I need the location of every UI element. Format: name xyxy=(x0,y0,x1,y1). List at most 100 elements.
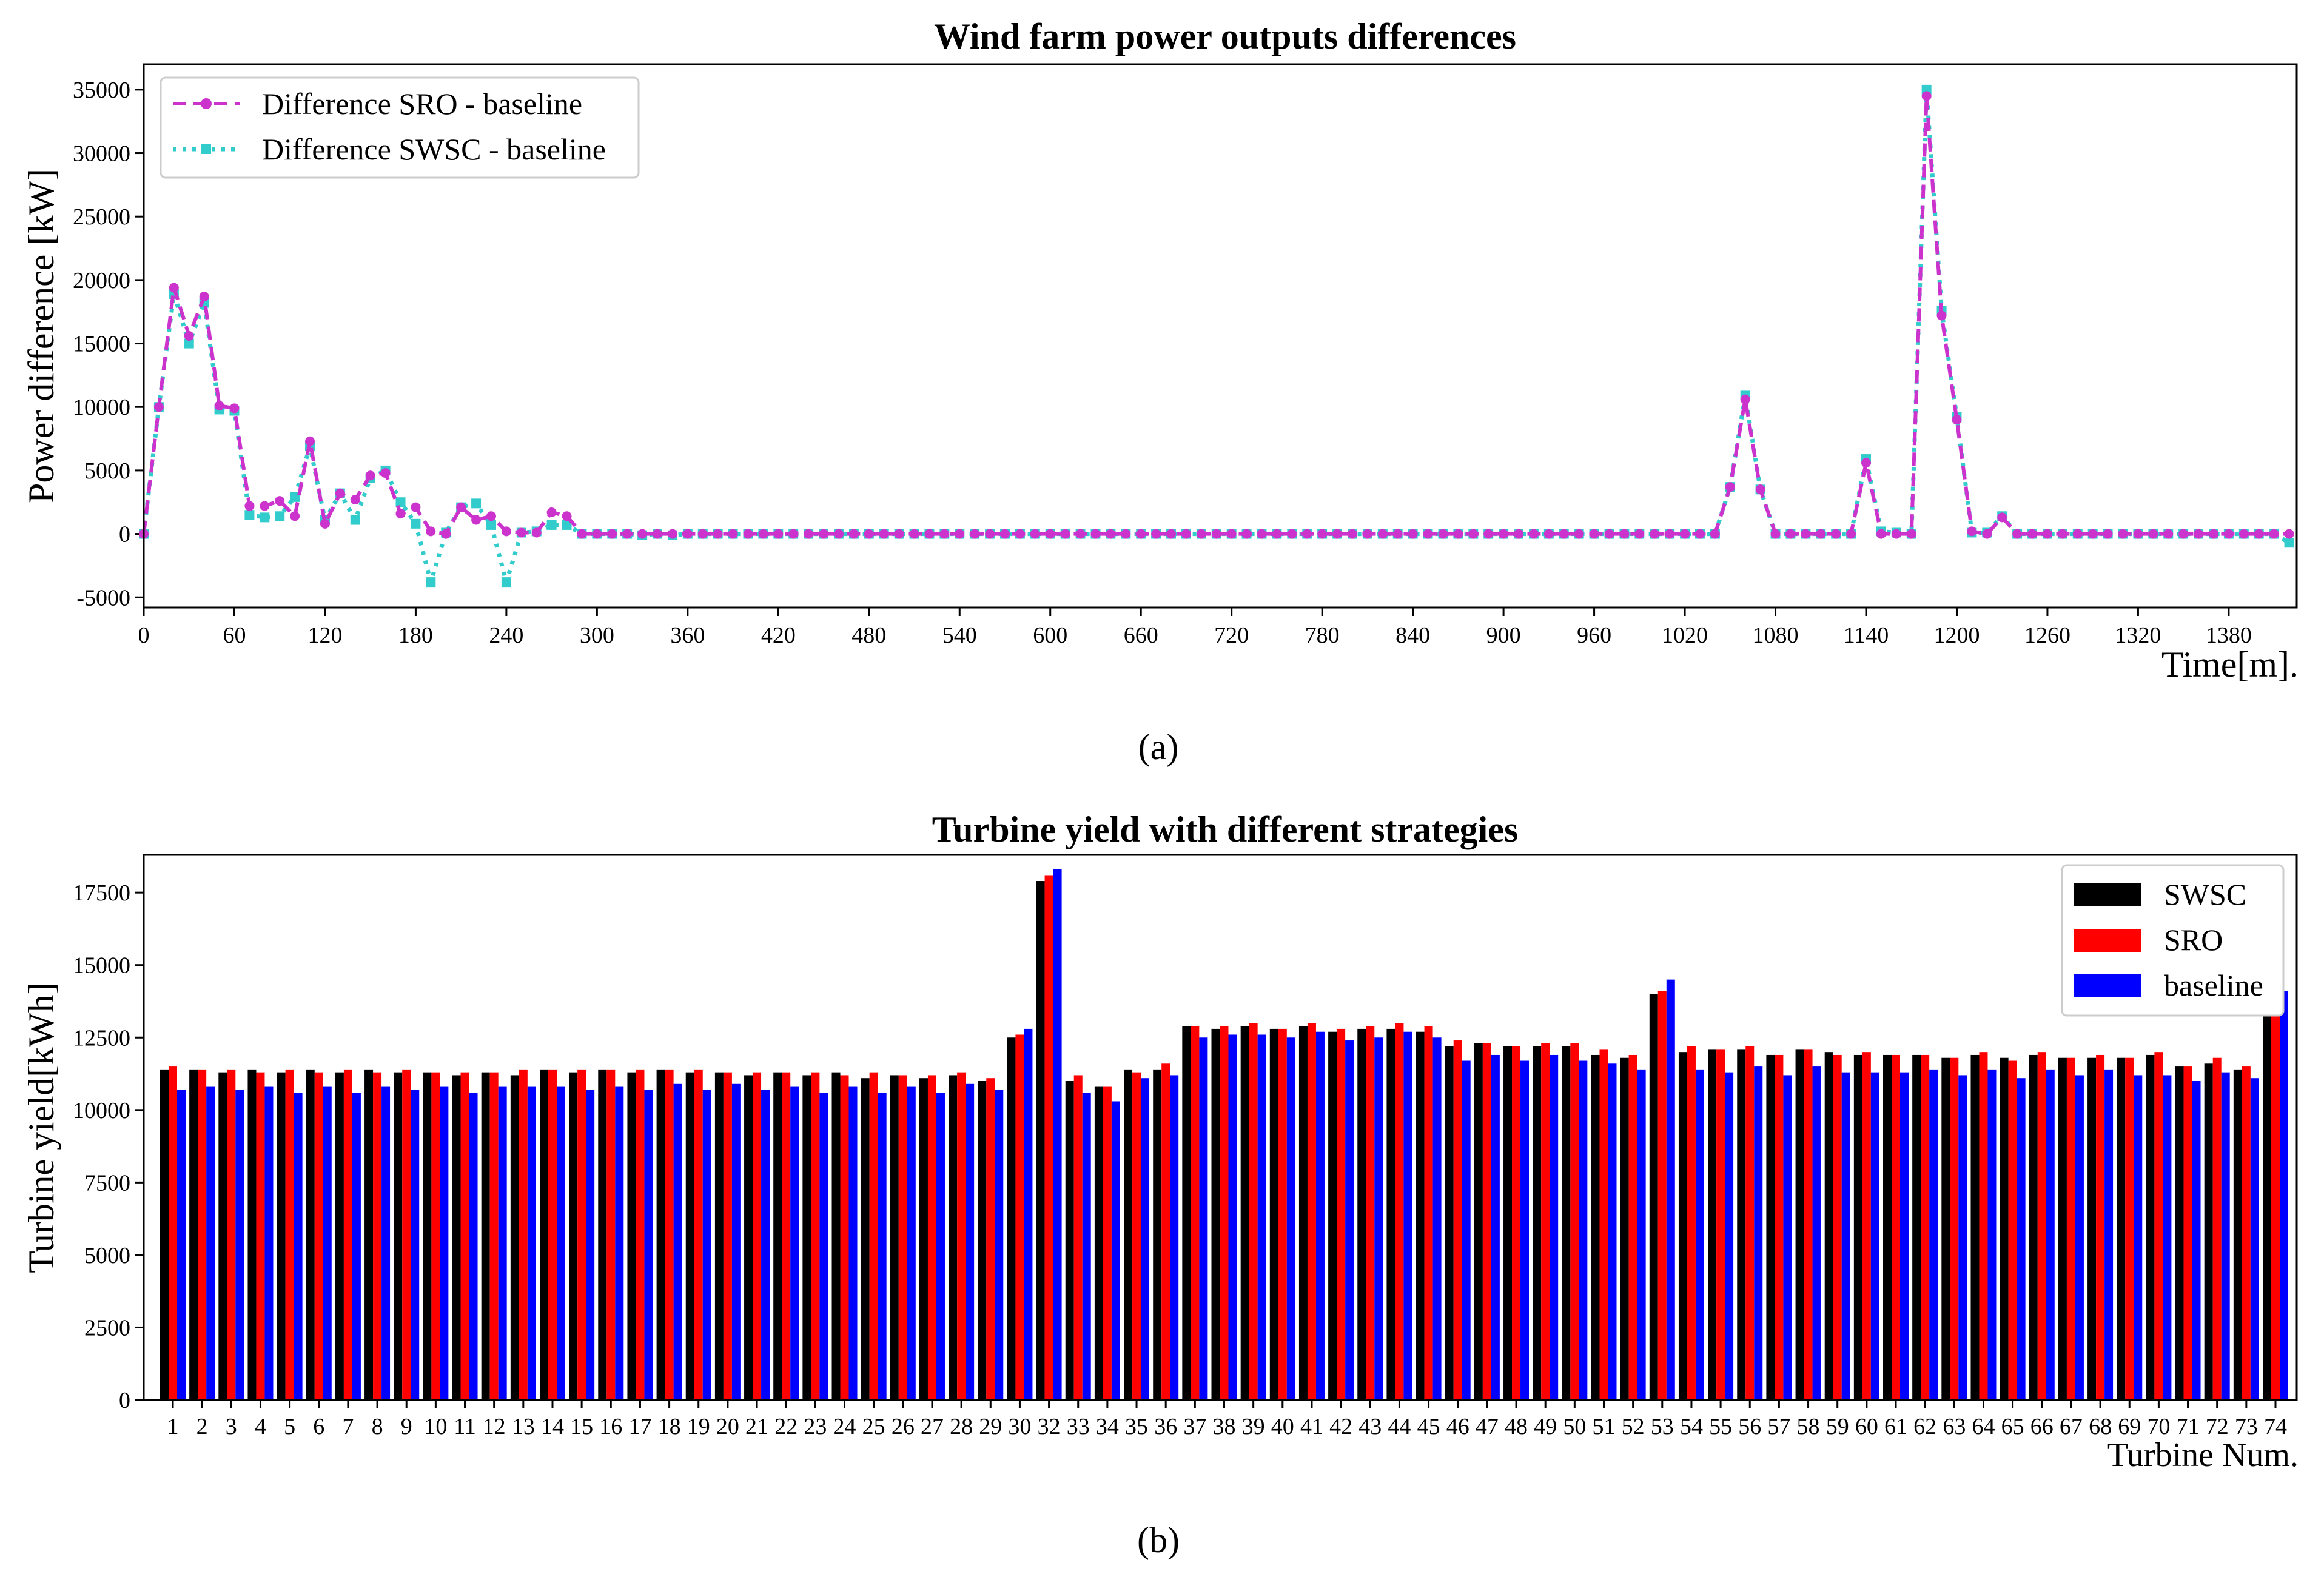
data-point-sro xyxy=(2103,529,2113,539)
x-tick-label: 63 xyxy=(1943,1414,1966,1439)
bar-sro xyxy=(606,1069,616,1400)
bar-swsc xyxy=(364,1069,374,1400)
data-point-sro xyxy=(2254,529,2264,539)
data-point-sro xyxy=(773,529,784,539)
bar-sro xyxy=(2212,1057,2222,1400)
x-tick-label: 47 xyxy=(1476,1414,1499,1439)
data-point-sro xyxy=(1543,529,1554,539)
bar-baseline xyxy=(1929,1069,1938,1400)
bar-baseline xyxy=(2221,1072,2230,1400)
x-tick-label: 1020 xyxy=(1662,623,1708,648)
data-point-sro xyxy=(653,529,663,539)
data-point-sro xyxy=(1634,529,1645,539)
x-tick-label: 14 xyxy=(541,1414,564,1439)
x-tick-label: 1380 xyxy=(2206,623,2252,648)
data-point-sro xyxy=(290,511,300,521)
bar-swsc xyxy=(2000,1057,2009,1400)
data-point-sro xyxy=(1468,529,1479,539)
data-point-sro xyxy=(1785,529,1796,539)
data-point-sro xyxy=(667,529,677,539)
y-tick-label: 0 xyxy=(119,1388,130,1413)
bar-swsc xyxy=(423,1072,432,1400)
bar-sro xyxy=(256,1072,265,1400)
bar-baseline xyxy=(1550,1054,1559,1400)
data-point-sro xyxy=(1453,529,1463,539)
turbine-yield-chart: Turbine yield with different strategies … xyxy=(21,809,2299,1474)
data-point-swsc xyxy=(471,498,482,509)
x-tick-label: 11 xyxy=(454,1414,476,1439)
data-point-sro xyxy=(426,526,436,537)
bar-swsc xyxy=(2263,994,2271,1400)
data-point-sro xyxy=(395,509,406,519)
legend-baseline-swatch xyxy=(2074,974,2141,997)
bar-sro xyxy=(1103,1086,1112,1400)
bar-baseline xyxy=(1695,1069,1704,1400)
x-tick-label: 6 xyxy=(313,1414,324,1439)
bar-sro xyxy=(1249,1023,1258,1400)
data-point-sro xyxy=(1755,484,1765,495)
bar-sro xyxy=(548,1069,557,1400)
data-point-sro xyxy=(909,529,919,539)
data-point-sro xyxy=(1650,529,1660,539)
bar-swsc xyxy=(1591,1054,1600,1400)
data-point-swsc xyxy=(2284,538,2294,548)
bar-sro xyxy=(1337,1028,1346,1400)
bar-sro xyxy=(665,1069,674,1400)
x-tick-label: 840 xyxy=(1395,623,1430,648)
x-tick-label: 42 xyxy=(1329,1414,1352,1439)
x-tick-label: 52 xyxy=(1622,1414,1645,1439)
bar-baseline xyxy=(1520,1060,1530,1400)
data-point-sro xyxy=(1997,512,2007,523)
y-tick-label: 10000 xyxy=(73,1098,130,1123)
x-tick-label: 24 xyxy=(833,1414,856,1439)
data-point-sro xyxy=(788,529,799,539)
bar-sro xyxy=(2066,1057,2075,1400)
bar-baseline xyxy=(1987,1069,1997,1400)
data-point-sro xyxy=(1377,529,1388,539)
bar-baseline xyxy=(411,1090,420,1400)
bar-baseline xyxy=(352,1093,361,1400)
bar-swsc xyxy=(1153,1069,1162,1400)
data-point-sro xyxy=(1816,529,1826,539)
x-tick-label: 23 xyxy=(804,1414,827,1439)
data-point-sro xyxy=(1846,529,1856,539)
chart-a-series xyxy=(139,84,2294,588)
x-tick-label: 34 xyxy=(1096,1414,1119,1439)
data-point-swsc xyxy=(244,510,255,520)
bar-sro xyxy=(1395,1023,1404,1400)
data-point-sro xyxy=(1090,529,1101,539)
x-tick-label: 41 xyxy=(1300,1414,1323,1439)
chart-a-legend: Difference SRO - baseline Difference SWS… xyxy=(160,76,640,179)
bar-sro xyxy=(1453,1040,1462,1400)
bar-swsc xyxy=(1766,1054,1775,1400)
bar-sro xyxy=(1161,1063,1170,1400)
y-tick-label: 5000 xyxy=(84,458,130,484)
x-tick-label: 51 xyxy=(1592,1414,1615,1439)
data-point-sro xyxy=(1574,529,1584,539)
x-tick-label: 53 xyxy=(1651,1414,1674,1439)
bar-baseline xyxy=(527,1086,536,1400)
data-point-sro xyxy=(2027,529,2038,539)
bar-sro xyxy=(1599,1049,1608,1400)
data-point-sro xyxy=(577,529,587,539)
bar-sro xyxy=(198,1069,207,1400)
data-point-sro xyxy=(456,502,466,512)
x-tick-label: 10 xyxy=(424,1414,447,1439)
bar-swsc xyxy=(1357,1028,1366,1400)
bar-sro xyxy=(2271,994,2280,1400)
data-point-sro xyxy=(955,529,965,539)
bar-swsc xyxy=(656,1069,665,1400)
legend-sro-label: Difference SRO - baseline xyxy=(262,87,582,121)
bar-baseline xyxy=(1900,1072,1909,1400)
bar-swsc xyxy=(598,1069,607,1400)
bar-swsc xyxy=(1620,1057,1629,1400)
data-point-sro xyxy=(244,501,255,511)
chart-b-x-label: Turbine Num. xyxy=(2107,1436,2299,1474)
data-point-sro xyxy=(970,529,980,539)
x-tick-label: 72 xyxy=(2206,1414,2229,1439)
legend-swsc-swatch xyxy=(2074,883,2141,906)
x-tick-label: 180 xyxy=(398,623,433,648)
x-tick-label: 1260 xyxy=(2024,623,2070,648)
bar-baseline xyxy=(1637,1069,1646,1400)
bar-sro xyxy=(343,1069,352,1400)
